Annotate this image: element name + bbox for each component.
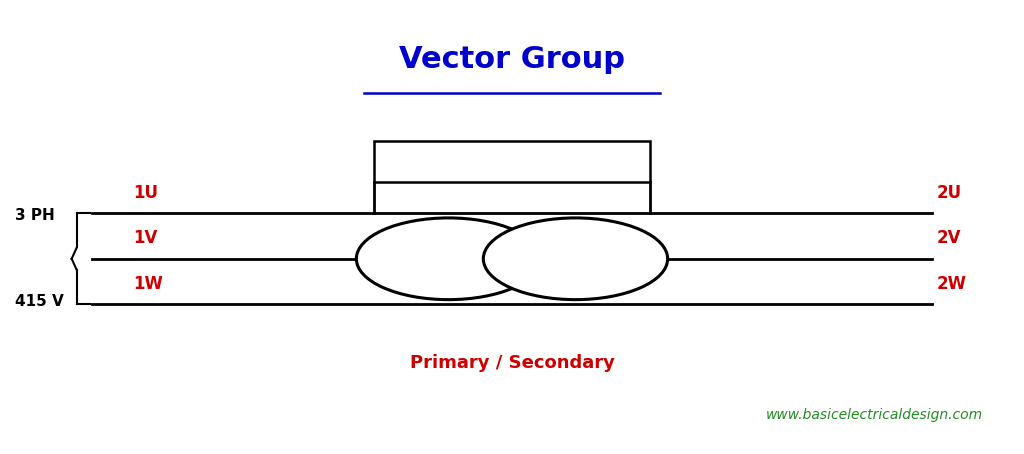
- Text: 415 V: 415 V: [15, 294, 65, 310]
- Circle shape: [483, 218, 668, 300]
- Text: 1U: 1U: [133, 184, 158, 202]
- Text: 2U: 2U: [937, 184, 963, 202]
- Text: 3 PH: 3 PH: [15, 208, 55, 223]
- Text: 1W: 1W: [133, 275, 163, 293]
- Bar: [374, 141, 650, 182]
- Text: 2V: 2V: [937, 229, 962, 247]
- Circle shape: [356, 218, 541, 300]
- Text: 1V: 1V: [133, 229, 158, 247]
- Text: 2W: 2W: [937, 275, 967, 293]
- Text: www.basicelectricaldesign.com: www.basicelectricaldesign.com: [766, 408, 983, 422]
- Text: Vector Group: Vector Group: [399, 44, 625, 74]
- Text: Primary / Secondary: Primary / Secondary: [410, 354, 614, 372]
